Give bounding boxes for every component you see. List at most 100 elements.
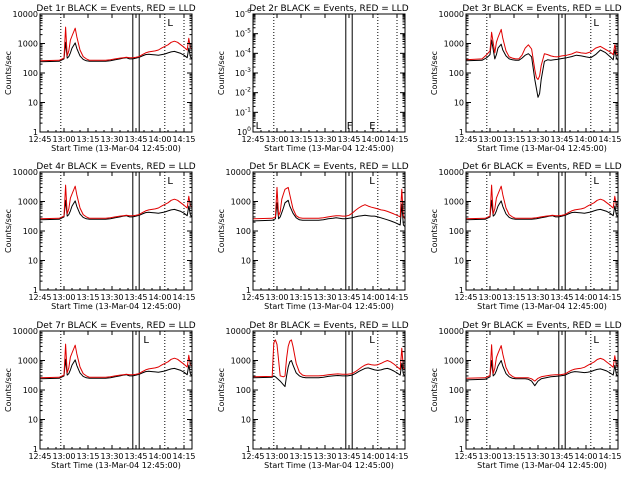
y-axis-label: Counts/sec: [4, 51, 13, 95]
marker-label: L: [593, 18, 599, 29]
marker-label: L: [143, 335, 149, 346]
x-tick-label: 14:00: [148, 293, 171, 302]
marker-label: L: [369, 176, 375, 187]
marker-label: L: [256, 121, 262, 132]
x-tick-label: 13:45: [124, 452, 147, 461]
y-tick-label: 1000: [18, 40, 38, 49]
x-tick-label: 13:00: [265, 452, 288, 461]
y-tick-label: 10000: [439, 10, 464, 19]
y-tick-label: 10000: [439, 327, 464, 336]
y-tick-label: 1: [246, 286, 251, 295]
x-tick-label: 12:45: [241, 135, 264, 144]
y-tick-label: 100: [449, 69, 464, 78]
y-axis-label: Counts/sec: [4, 368, 13, 412]
x-tick-label: 12:45: [454, 293, 477, 302]
y-tick-label: 10000: [439, 168, 464, 177]
y-tick-label: 10-3: [235, 67, 251, 78]
chart-title: Det 6r BLACK = Events, RED = LLD: [462, 162, 621, 172]
y-axis-label: Counts/sec: [217, 51, 226, 95]
x-tick-label: 13:00: [478, 293, 501, 302]
x-tick-label: 14:15: [385, 293, 408, 302]
y-axis-label: Counts/sec: [217, 209, 226, 253]
x-tick-label: 14:15: [172, 452, 195, 461]
y-tick-label: 10-2: [235, 87, 251, 98]
x-tick-label: 13:30: [526, 452, 549, 461]
x-tick-label: 13:45: [337, 452, 360, 461]
series-line-events: [252, 199, 406, 228]
x-tick-label: 14:15: [385, 135, 408, 144]
x-tick-label: 13:30: [100, 135, 123, 144]
x-axis-label: Start Time (13-Mar-04 12:45:00): [264, 144, 394, 153]
y-tick-label: 10000: [226, 327, 251, 336]
y-tick-label: 10: [454, 99, 464, 108]
x-tick-label: 14:00: [361, 452, 384, 461]
series-line-lld: [465, 344, 619, 382]
y-axis-label: Counts/sec: [430, 209, 439, 253]
chart-title: Det 5r BLACK = Events, RED = LLD: [249, 162, 408, 172]
x-tick-label: 13:15: [502, 452, 525, 461]
y-tick-label: 100: [236, 386, 251, 395]
x-tick-label: 14:15: [385, 452, 408, 461]
x-tick-label: 13:45: [124, 135, 147, 144]
series-line-events: [252, 360, 406, 388]
x-tick-label: 14:00: [148, 452, 171, 461]
x-tick-label: 14:00: [148, 135, 171, 144]
x-tick-label: 13:30: [313, 293, 336, 302]
y-tick-label: 1: [33, 445, 38, 454]
y-tick-label: 10: [454, 416, 464, 425]
x-axis-label: Start Time (13-Mar-04 12:45:00): [477, 302, 607, 311]
x-tick-label: 13:30: [100, 452, 123, 461]
marker-label: L: [167, 18, 173, 29]
series-line-events: [465, 39, 619, 98]
x-tick-label: 13:15: [289, 293, 312, 302]
x-tick-label: 14:15: [172, 135, 195, 144]
y-tick-label: 100: [23, 386, 38, 395]
y-tick-label: 100: [237, 126, 251, 137]
x-tick-label: 14:00: [574, 293, 597, 302]
chart-title: Det 1r BLACK = Events, RED = LLD: [36, 4, 195, 14]
x-tick-label: 14:00: [574, 135, 597, 144]
x-tick-label: 12:45: [241, 293, 264, 302]
series-line-lld: [252, 339, 406, 378]
y-tick-label: 10-6: [235, 8, 251, 19]
chart-title: Det 4r BLACK = Events, RED = LLD: [36, 162, 195, 172]
y-axis-label: Counts/sec: [217, 368, 226, 412]
chart-title: Det 9r BLACK = Events, RED = LLD: [462, 321, 621, 331]
x-axis-label: Start Time (13-Mar-04 12:45:00): [51, 144, 181, 153]
y-tick-label: 10000: [13, 10, 38, 19]
series-line-lld: [465, 28, 619, 80]
series-line-lld: [465, 184, 619, 220]
x-tick-label: 13:30: [313, 135, 336, 144]
series-line-lld: [252, 186, 406, 220]
x-tick-label: 12:45: [241, 452, 264, 461]
y-axis-label: Counts/sec: [430, 51, 439, 95]
y-tick-label: 1: [459, 286, 464, 295]
x-tick-label: 13:15: [76, 135, 99, 144]
y-tick-label: 10-4: [235, 47, 251, 58]
x-tick-label: 12:45: [28, 293, 51, 302]
x-tick-label: 13:30: [526, 293, 549, 302]
series-line-lld: [39, 184, 193, 220]
y-tick-label: 10: [28, 416, 38, 425]
x-tick-label: 13:15: [502, 293, 525, 302]
y-tick-label: 10: [28, 99, 38, 108]
chart-title: Det 2r BLACK = Events, RED = LLD: [249, 4, 408, 14]
marker-label: L: [369, 335, 375, 346]
y-tick-label: 1: [33, 128, 38, 137]
x-tick-label: 13:00: [265, 293, 288, 302]
x-tick-label: 14:15: [598, 452, 621, 461]
y-tick-label: 1000: [444, 198, 464, 207]
y-tick-label: 1000: [444, 40, 464, 49]
x-tick-label: 14:00: [574, 452, 597, 461]
y-tick-label: 10: [241, 257, 251, 266]
chart-panel-2: Det 2r BLACK = Events, RED = LLD L F E 12:45…: [217, 4, 409, 153]
y-tick-label: 100: [23, 227, 38, 236]
y-tick-label: 10: [28, 257, 38, 266]
x-tick-label: 13:00: [478, 135, 501, 144]
x-tick-label: 12:45: [28, 452, 51, 461]
